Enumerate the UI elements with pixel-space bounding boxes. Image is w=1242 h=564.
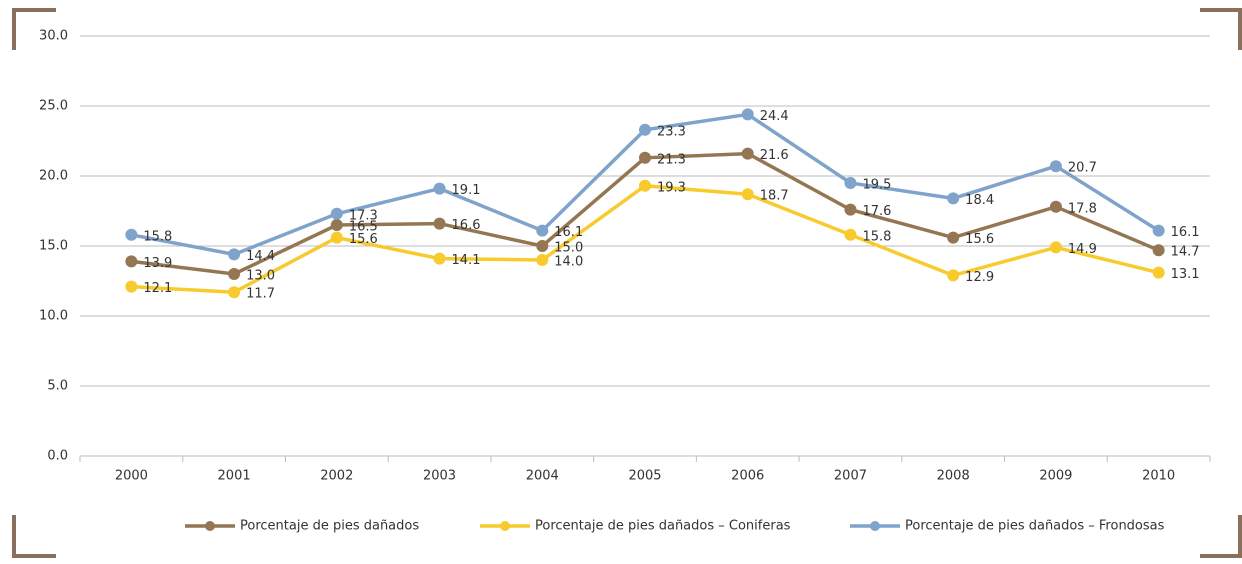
legend-marker	[870, 521, 880, 531]
data-label: 17.6	[862, 204, 891, 219]
data-label: 21.3	[657, 152, 686, 167]
x-tick-label: 2010	[1142, 469, 1175, 484]
data-label: 12.1	[143, 281, 172, 296]
data-label: 14.4	[246, 249, 275, 264]
data-label: 13.1	[1171, 267, 1200, 282]
y-tick-label: 0.0	[47, 449, 68, 464]
data-label: 11.7	[246, 287, 275, 302]
data-label: 14.7	[1171, 245, 1200, 260]
y-tick-label: 25.0	[39, 99, 68, 114]
data-label: 17.3	[349, 208, 378, 223]
data-label: 14.1	[452, 253, 481, 268]
data-point	[433, 252, 446, 265]
data-label: 20.7	[1068, 161, 1097, 176]
data-point	[1049, 241, 1062, 254]
data-label: 23.3	[657, 124, 686, 139]
y-tick-label: 5.0	[47, 379, 68, 394]
data-point	[741, 108, 754, 121]
series-line	[131, 184, 1160, 294]
data-point	[536, 254, 549, 266]
data-point	[844, 228, 857, 241]
x-tick-label: 2008	[937, 469, 970, 484]
data-point	[433, 217, 446, 230]
data-label: 14.0	[554, 255, 583, 270]
data-point	[1152, 266, 1165, 279]
corner-bracket	[1200, 515, 1242, 558]
data-point	[844, 177, 857, 189]
data-label: 15.6	[349, 232, 378, 247]
x-tick-label: 2001	[218, 469, 251, 484]
data-point	[639, 179, 651, 192]
data-point	[1152, 224, 1165, 237]
data-label: 15.6	[965, 232, 994, 247]
data-label: 19.1	[452, 183, 481, 198]
data-label: 18.7	[760, 189, 789, 204]
data-label: 18.4	[965, 193, 994, 208]
data-label: 12.9	[965, 270, 994, 285]
data-label: 16.1	[554, 225, 583, 240]
legend-label: Porcentaje de pies dañados – Coniferas	[535, 519, 791, 534]
legend-label: Porcentaje de pies dañados	[240, 519, 419, 534]
data-label: 17.8	[1068, 201, 1097, 216]
data-label: 16.5	[349, 220, 378, 235]
data-label: 14.9	[1068, 242, 1097, 257]
data-label: 15.8	[862, 229, 891, 244]
y-tick-label: 30.0	[39, 29, 68, 44]
data-label: 19.3	[657, 180, 686, 195]
data-point	[228, 248, 241, 261]
legend-label: Porcentaje de pies dañados – Frondosas	[905, 519, 1165, 534]
data-point	[947, 192, 960, 205]
data-point	[125, 280, 138, 293]
data-label: 13.0	[246, 269, 275, 284]
corner-bracket	[12, 8, 56, 50]
legend-marker	[205, 521, 215, 531]
x-tick-label: 2005	[628, 469, 661, 484]
data-point	[330, 219, 343, 231]
data-point	[639, 123, 651, 136]
data-label: 24.4	[760, 109, 789, 124]
data-point	[741, 188, 754, 201]
data-point	[330, 231, 343, 244]
data-point	[1152, 244, 1165, 257]
data-label: 19.5	[862, 178, 891, 193]
data-label: 13.9	[143, 256, 172, 271]
series-line	[131, 151, 1160, 276]
data-point	[228, 268, 241, 280]
data-label: 21.6	[760, 148, 789, 163]
x-tick-label: 2009	[1039, 469, 1072, 484]
x-tick-label: 2007	[834, 469, 867, 484]
x-tick-label: 2006	[731, 469, 764, 484]
data-point	[330, 207, 343, 220]
data-point	[536, 224, 549, 237]
data-point	[433, 182, 446, 195]
x-tick-label: 2002	[320, 469, 353, 484]
x-tick-label: 2000	[115, 469, 148, 484]
data-point	[228, 286, 241, 299]
data-point	[1049, 160, 1062, 173]
y-tick-label: 20.0	[39, 169, 68, 184]
x-tick-label: 2003	[423, 469, 456, 484]
data-point	[125, 255, 138, 268]
corner-bracket	[12, 515, 56, 558]
data-label: 15.0	[554, 241, 583, 256]
corner-bracket	[1200, 8, 1242, 50]
x-tick-label: 2004	[526, 469, 559, 484]
data-point	[1049, 200, 1062, 213]
data-point	[844, 203, 857, 216]
y-tick-label: 10.0	[39, 309, 68, 324]
data-point	[536, 240, 549, 252]
data-point	[639, 151, 651, 164]
data-label: 16.6	[452, 218, 481, 233]
data-point	[947, 269, 960, 282]
data-point	[125, 228, 138, 241]
y-tick-label: 15.0	[39, 239, 68, 254]
data-point	[741, 147, 754, 160]
data-label: 16.1	[1171, 225, 1200, 240]
data-label: 15.8	[143, 229, 172, 244]
legend-marker	[500, 521, 510, 531]
data-point	[947, 231, 960, 244]
